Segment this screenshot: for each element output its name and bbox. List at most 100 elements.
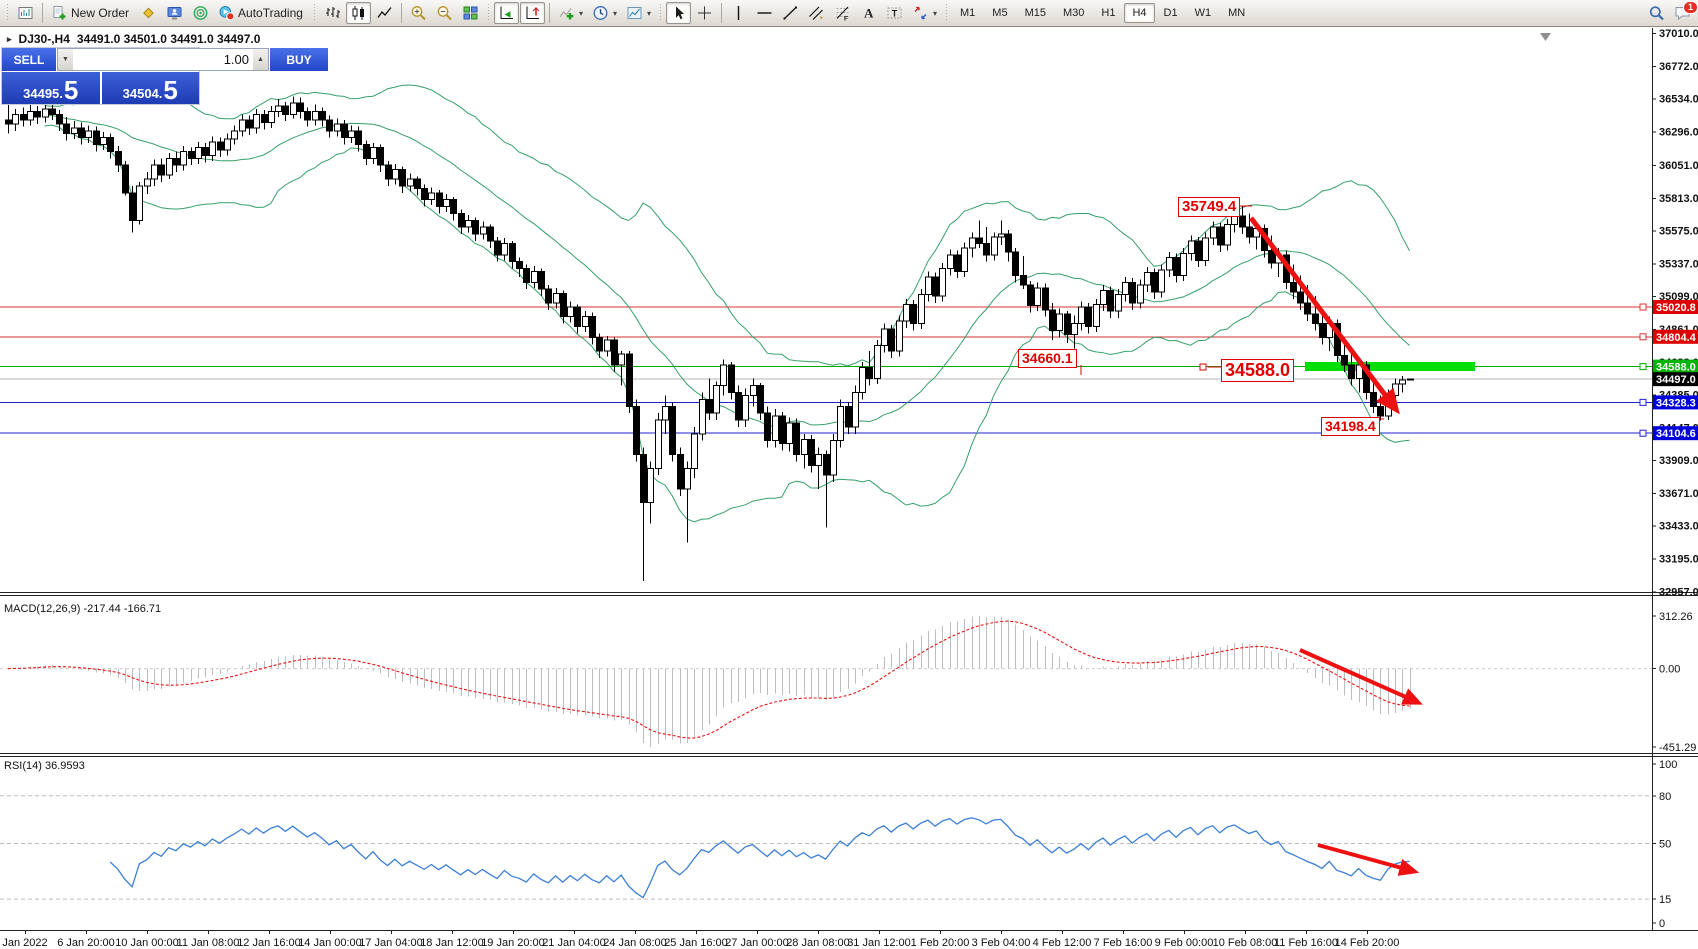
- toolbar-separator: [400, 3, 402, 23]
- level-handle-34104.6[interactable]: [1639, 429, 1647, 437]
- trendline-button[interactable]: [778, 2, 803, 24]
- new-order-button[interactable]: New Order: [47, 2, 135, 24]
- level-handle-35020.8[interactable]: [1639, 303, 1647, 311]
- macd-axis-label: -451.29: [1659, 742, 1696, 754]
- timeframe-h1-button[interactable]: H1: [1093, 3, 1123, 23]
- timeframe-h4-button[interactable]: H4: [1124, 3, 1155, 23]
- auto-scroll-button[interactable]: [493, 2, 519, 24]
- chevron-down-icon[interactable]: ▾: [612, 8, 617, 18]
- svg-text:A: A: [864, 6, 874, 21]
- toolbar-drag-handle[interactable]: [6, 4, 9, 22]
- fibonacci-button[interactable]: F: [830, 2, 855, 24]
- cursor-button[interactable]: [666, 2, 691, 24]
- symbol-collapse-icon[interactable]: ▸: [7, 33, 12, 44]
- time-axis-label: 7 Feb 16:00: [1094, 937, 1153, 949]
- price-callout-34198.4[interactable]: 34198.4: [1321, 417, 1380, 436]
- timeframe-d1-button[interactable]: D1: [1156, 3, 1186, 23]
- axis-label-bg-34497.0: [1653, 372, 1698, 387]
- autotrading-button[interactable]: AutoTrading: [214, 2, 309, 24]
- sell-price[interactable]: 34495. 5: [2, 72, 102, 104]
- price-callout-35749.4[interactable]: 35749.4: [1178, 197, 1241, 217]
- terminal-button[interactable]: [162, 2, 187, 24]
- signals-button[interactable]: [188, 2, 213, 24]
- trend-arrow-3[interactable]: [1317, 843, 1420, 876]
- equidistant-channel-button[interactable]: [804, 2, 829, 24]
- level-handle-34804.4[interactable]: [1639, 333, 1647, 341]
- toolbar-drag-handle[interactable]: [659, 4, 662, 22]
- bar-chart-button[interactable]: [320, 2, 345, 24]
- timeframe-mn-button[interactable]: MN: [1220, 3, 1253, 23]
- arrows-button[interactable]: ▾: [908, 2, 941, 24]
- timeframe-m30-button[interactable]: M30: [1055, 3, 1092, 23]
- notification-badge: 1: [1683, 1, 1698, 14]
- indicators-button[interactable]: ▾: [554, 2, 587, 24]
- level-handle-34328.3[interactable]: [1639, 398, 1647, 406]
- chevron-down-icon[interactable]: ▾: [933, 8, 938, 18]
- rsi-axis-label: 100: [1659, 759, 1677, 771]
- axis-price-label-34804.4: 34804.4: [1656, 332, 1697, 344]
- timeframe-w1-button[interactable]: W1: [1187, 3, 1220, 23]
- metaeditor-button[interactable]: [136, 2, 161, 24]
- vertical-line-button[interactable]: [726, 2, 751, 24]
- text-button[interactable]: A: [856, 2, 881, 24]
- buy-price-big-digit: 5: [163, 75, 178, 106]
- chart-window-icon[interactable]: [13, 2, 38, 24]
- time-axis-label: 6 Jan 20:00: [57, 937, 115, 949]
- buy-button[interactable]: BUY: [269, 48, 328, 71]
- axis-price-label-35020.8: 35020.8: [1656, 302, 1696, 314]
- macd-axis-label: 0.00: [1659, 664, 1680, 676]
- trend-arrow-2[interactable]: [1299, 648, 1423, 705]
- price-callout-34660.1[interactable]: 34660.1: [1018, 349, 1077, 368]
- candlestick-chart-button[interactable]: [345, 2, 371, 24]
- time-axis-label: 14 Feb 20:00: [1335, 937, 1400, 949]
- line-chart-button[interactable]: [372, 2, 397, 24]
- timeframe-label: D1: [1163, 7, 1178, 19]
- zoom-out-button[interactable]: [432, 2, 457, 24]
- tile-windows-button[interactable]: [458, 2, 483, 24]
- text-label-button[interactable]: T: [882, 2, 907, 24]
- crosshair-button[interactable]: [692, 2, 717, 24]
- rsi-line: [109, 817, 1410, 899]
- notifications-button[interactable]: 1: [1670, 1, 1698, 24]
- rsi-axis-label: 0: [1659, 918, 1665, 930]
- toolbar-button-label: AutoTrading: [238, 6, 303, 20]
- sell-button[interactable]: SELL: [2, 48, 57, 71]
- price-tick-label: 36051.0: [1659, 160, 1698, 172]
- price-callout-34588.0[interactable]: 34588.0: [1221, 359, 1295, 383]
- axis-label-bg-35020.8: [1653, 299, 1698, 314]
- price-tick-label: 33433.0: [1659, 521, 1698, 533]
- toolbar-drag-handle[interactable]: [312, 4, 316, 22]
- toolbar-drag-handle[interactable]: [945, 4, 949, 22]
- buy-price[interactable]: 34504. 5: [101, 72, 199, 106]
- price-tick-label: 33909.0: [1659, 455, 1698, 467]
- timeframe-m1-button[interactable]: M1: [952, 3, 983, 23]
- toolbar-separator: [548, 3, 550, 23]
- search-button[interactable]: [1644, 2, 1669, 24]
- level-handle-34588.0[interactable]: [1639, 363, 1647, 371]
- zoom-in-button[interactable]: [406, 2, 431, 24]
- toolbar-drag-handle[interactable]: [486, 4, 490, 22]
- time-axis-label: 3 Feb 04:00: [972, 937, 1031, 949]
- axis-label-bg-34104.6: [1653, 426, 1698, 441]
- support-zone-highlight[interactable]: [1305, 362, 1475, 371]
- macd-histogram: [14, 616, 1412, 747]
- chart-shift-button[interactable]: [519, 2, 545, 24]
- chevron-down-icon[interactable]: ▾: [578, 8, 583, 18]
- price-tick-label: 37010.0: [1659, 28, 1698, 40]
- volume-decrease-button[interactable]: ▼: [58, 49, 73, 70]
- sell-price-big-digit: 5: [63, 75, 79, 106]
- volume-increase-button[interactable]: ▲: [253, 49, 268, 70]
- macd-axis-label: 312.26: [1659, 611, 1693, 623]
- timeframe-m5-button[interactable]: M5: [984, 3, 1015, 23]
- templates-button[interactable]: ▾: [622, 2, 655, 24]
- chevron-down-icon[interactable]: ▾: [646, 8, 651, 18]
- callout-handle-square[interactable]: [1199, 363, 1207, 371]
- chart-canvas[interactable]: 37010.0 36772.0 36534.0 36296.0 36051.0 35813…: [0, 28, 1698, 949]
- volume-input[interactable]: [73, 49, 253, 70]
- time-axis-label: 17 Jan 04:00: [359, 937, 423, 949]
- timeframe-m15-button[interactable]: M15: [1017, 3, 1054, 23]
- periods-button[interactable]: ▾: [588, 2, 621, 24]
- trend-arrow-1[interactable]: [1249, 216, 1400, 415]
- horizontal-line-button[interactable]: [752, 2, 777, 24]
- chart-shift-marker[interactable]: [1540, 33, 1551, 41]
